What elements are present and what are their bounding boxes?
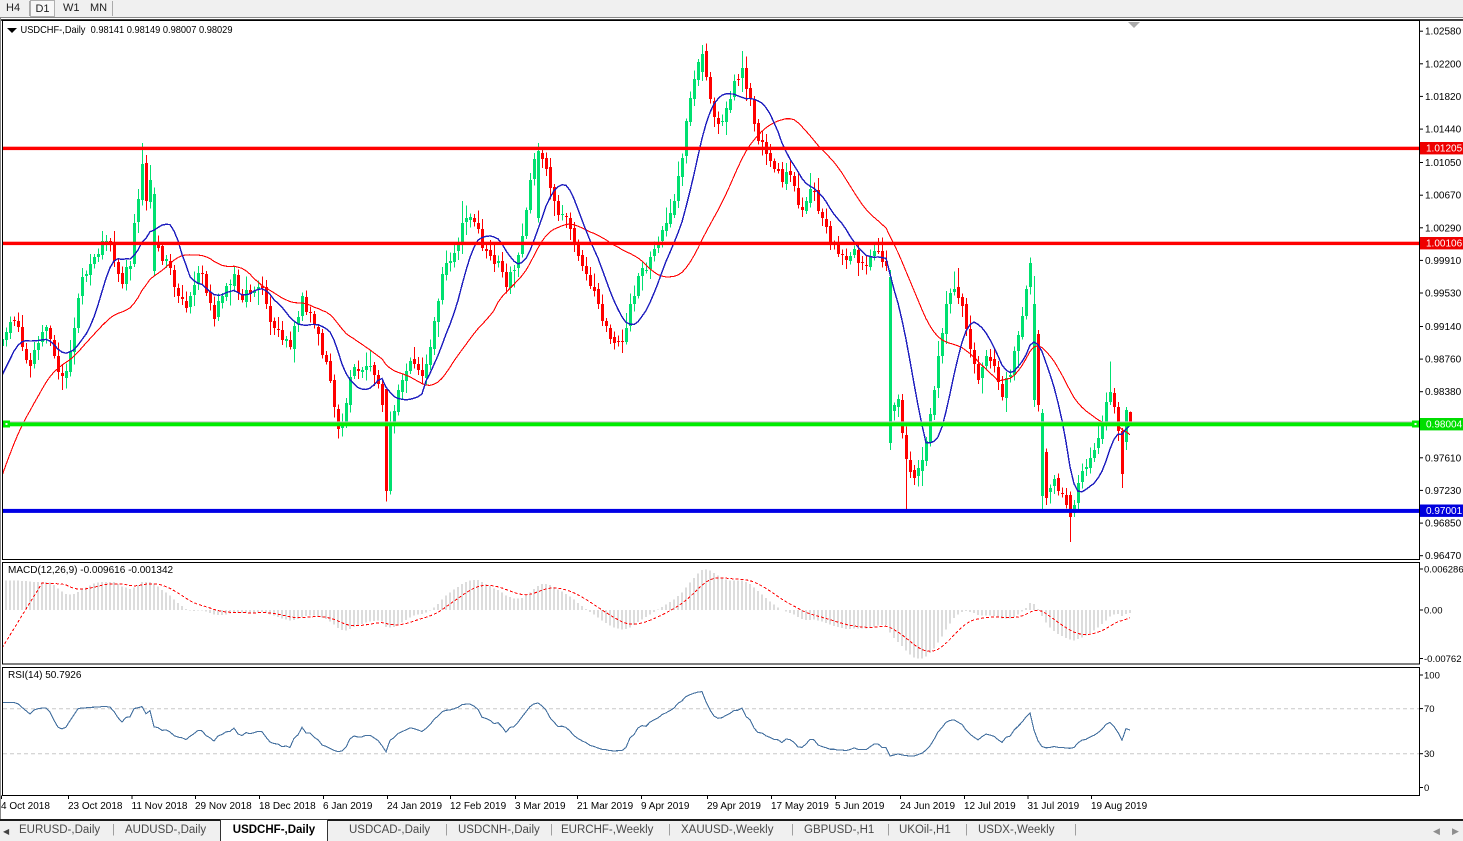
svg-text:0.99530: 0.99530 [1425,289,1462,300]
svg-text:24 Jun 2019: 24 Jun 2019 [900,801,955,812]
svg-text:USDCHF-,Daily 0.98141 0.98149: USDCHF-,Daily 0.98141 0.98149 0.98007 0.… [21,24,233,36]
svg-text:18 Dec 2018: 18 Dec 2018 [259,801,316,812]
svg-text:29 Apr 2019: 29 Apr 2019 [707,801,761,812]
svg-text:12 Feb 2019: 12 Feb 2019 [450,801,507,812]
svg-text:0.006286: 0.006286 [1424,565,1463,576]
svg-text:0.98760: 0.98760 [1425,355,1462,366]
svg-text:100: 100 [1424,671,1440,682]
svg-text:1.00106: 1.00106 [1426,239,1463,250]
svg-text:-0.00762: -0.00762 [1424,654,1462,665]
svg-text:MACD(12,26,9) -0.009616 -0.001: MACD(12,26,9) -0.009616 -0.001342 [8,565,174,576]
svg-text:0: 0 [1424,783,1429,794]
svg-text:17 May 2019: 17 May 2019 [771,801,829,812]
svg-text:1.02580: 1.02580 [1425,27,1462,38]
svg-text:0.98004: 0.98004 [1426,420,1463,431]
svg-text:30: 30 [1424,749,1435,760]
svg-text:1.02200: 1.02200 [1425,59,1462,70]
svg-text:0.00: 0.00 [1424,606,1443,617]
svg-text:0.97230: 0.97230 [1425,486,1462,497]
svg-text:4 Oct 2018: 4 Oct 2018 [1,801,50,812]
svg-text:12 Jul 2019: 12 Jul 2019 [964,801,1016,812]
svg-text:23 Oct 2018: 23 Oct 2018 [68,801,123,812]
svg-text:1.01820: 1.01820 [1425,92,1462,103]
svg-text:19 Aug 2019: 19 Aug 2019 [1091,801,1148,812]
svg-text:5 Jun 2019: 5 Jun 2019 [835,801,885,812]
svg-text:1.01205: 1.01205 [1426,144,1463,155]
svg-text:0.97610: 0.97610 [1425,453,1462,464]
svg-text:1.01050: 1.01050 [1425,158,1462,169]
svg-text:31 Jul 2019: 31 Jul 2019 [1028,801,1080,812]
svg-text:29 Nov 2018: 29 Nov 2018 [195,801,252,812]
svg-text:0.96850: 0.96850 [1425,519,1462,530]
svg-text:1.00290: 1.00290 [1425,223,1462,234]
svg-text:0.97001: 0.97001 [1426,506,1463,517]
svg-text:0.96470: 0.96470 [1425,551,1462,562]
svg-text:9 Apr 2019: 9 Apr 2019 [641,801,690,812]
svg-text:21 Mar 2019: 21 Mar 2019 [577,801,634,812]
svg-text:24 Jan 2019: 24 Jan 2019 [387,801,442,812]
svg-text:RSI(14) 50.7926: RSI(14) 50.7926 [8,670,82,681]
svg-text:6 Jan 2019: 6 Jan 2019 [323,801,373,812]
svg-text:0.98380: 0.98380 [1425,387,1462,398]
svg-text:0.99140: 0.99140 [1425,322,1462,333]
svg-text:1.00670: 1.00670 [1425,191,1462,202]
svg-text:0.99910: 0.99910 [1425,256,1462,267]
svg-text:70: 70 [1424,704,1435,715]
svg-text:1.01440: 1.01440 [1425,125,1462,136]
svg-text:11 Nov 2018: 11 Nov 2018 [132,801,188,812]
svg-text:3 Mar 2019: 3 Mar 2019 [515,801,566,812]
